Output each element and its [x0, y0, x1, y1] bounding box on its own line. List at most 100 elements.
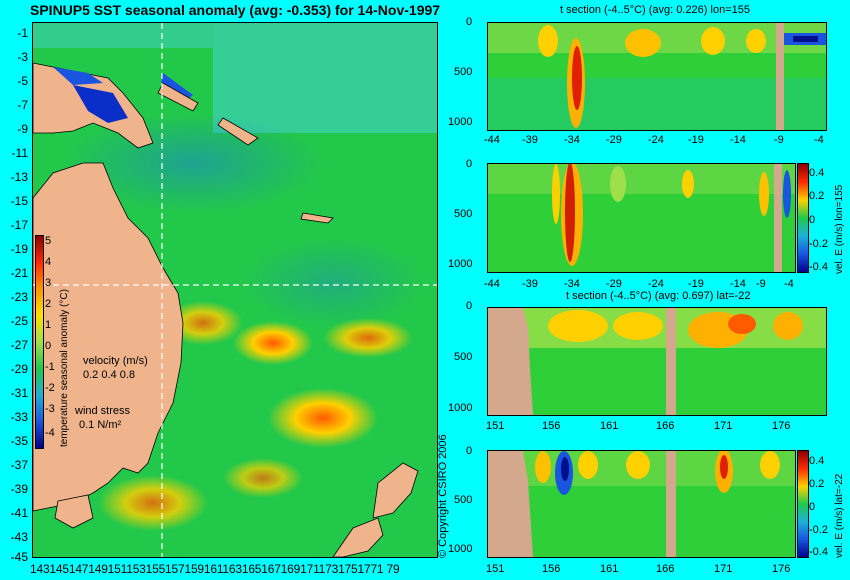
panel1-canvas: [488, 23, 826, 130]
lat-tick: -7: [17, 98, 28, 112]
cb-tick: 5: [45, 235, 52, 247]
cb-tick: -1: [45, 361, 55, 373]
p2-xtick: -44: [484, 278, 500, 290]
cb-tick: 1: [45, 319, 52, 331]
panel1-title: t section (-4..5°C) (avg: 0.226) lon=155: [560, 4, 750, 16]
p1-xtick: -19: [688, 134, 704, 146]
cb-tick: -3: [45, 403, 55, 415]
p4-cbtick: 0.2: [809, 478, 825, 490]
p4-ytick: 1000: [448, 543, 473, 555]
p2-xtick: -29: [606, 278, 622, 290]
lat-tick: -31: [10, 386, 28, 400]
cb-tick: -4: [45, 427, 55, 439]
p4-cbtick: -0.4: [809, 546, 828, 558]
p1-xtick: -4: [814, 134, 824, 146]
p3-ytick: 0: [466, 300, 473, 312]
cb-tick: 3: [45, 277, 52, 289]
p2-xtick: -19: [688, 278, 704, 290]
p4-xtick: 161: [600, 563, 619, 575]
p3-ytick: 500: [454, 351, 473, 363]
lat-tick: -9: [17, 122, 28, 136]
lat-tick: -17: [10, 218, 28, 232]
lat-tick: -15: [10, 194, 28, 208]
p2-cbtick: 0.2: [809, 190, 825, 202]
cb-tick: 0: [45, 340, 52, 352]
lat-tick: -39: [10, 482, 28, 496]
p4-cbtick: -0.2: [809, 524, 828, 536]
lat-tick: -45: [10, 550, 28, 564]
panel4-side-label: vel. E (m/s) lat=-22: [834, 473, 845, 558]
lat-tick-labels: -1 -3 -5 -7 -9 -11 -13 -15 -17 -19 -21 -…: [2, 22, 30, 564]
map-canvas: [33, 23, 437, 557]
panel2-side-label: vel. E (m/s) lon=155: [834, 184, 845, 274]
lat-tick: -21: [10, 266, 28, 280]
lat-tick: -33: [10, 410, 28, 424]
panel3-title: t section (-4..5°C) (avg: 0.697) lat=-22: [566, 290, 751, 302]
p3-ytick: 1000: [448, 402, 473, 414]
p4-ytick: 500: [454, 494, 473, 506]
panel2-canvas: [488, 164, 795, 272]
velocity-scale: 0.2 0.4 0.8: [83, 369, 135, 381]
p2-ytick: 1000: [448, 258, 473, 270]
lat-tick: -29: [10, 362, 28, 376]
p4-xtick: 171: [714, 563, 733, 575]
p1-xtick: -29: [606, 134, 622, 146]
cb-tick: -2: [45, 382, 55, 394]
p1-xtick: -9: [774, 134, 784, 146]
copyright: © Copyright CSIRO 2006: [437, 434, 449, 558]
p3-xtick: 166: [656, 420, 675, 432]
p4-cbtick: 0: [809, 501, 816, 513]
p2-xtick: -39: [522, 278, 538, 290]
lat-tick: -41: [10, 506, 28, 520]
p2-xtick: -9: [756, 278, 766, 290]
p1-ytick: 500: [454, 66, 473, 78]
panel4-plot: [487, 450, 796, 558]
p4-ytick: 0: [466, 445, 473, 457]
lat-tick: -43: [10, 530, 28, 544]
p2-ytick: 500: [454, 208, 473, 220]
p1-xtick: -24: [648, 134, 664, 146]
lat-tick: -5: [17, 74, 28, 88]
lat-tick: -35: [10, 434, 28, 448]
p2-cbtick: 0: [809, 214, 816, 226]
p1-ytick: 0: [466, 16, 473, 28]
lat-tick: -11: [11, 146, 28, 160]
lat-tick: -1: [17, 26, 28, 40]
wind-scale: 0.1 N/m²: [79, 419, 122, 431]
p4-xtick: 156: [542, 563, 561, 575]
p4-xtick: 176: [772, 563, 791, 575]
wind-label: wind stress: [75, 405, 131, 417]
p1-xtick: -14: [730, 134, 746, 146]
map-title: SPINUP5 SST seasonal anomaly (avg: -0.35…: [30, 2, 441, 18]
p1-xtick: -39: [522, 134, 538, 146]
p2-cbtick: -0.4: [809, 261, 828, 273]
lat-tick: -13: [10, 170, 28, 184]
p4-xtick: 166: [656, 563, 675, 575]
velocity-label: velocity (m/s): [83, 355, 148, 367]
cb-tick: 4: [45, 256, 52, 268]
lat-tick: -3: [17, 50, 28, 64]
lat-tick: -37: [10, 458, 28, 472]
map-colorbar: [35, 235, 44, 449]
p4-cbtick: 0.4: [809, 455, 825, 467]
p3-xtick: 161: [600, 420, 619, 432]
p2-xtick: -4: [784, 278, 794, 290]
lat-tick: -27: [10, 338, 28, 352]
panel4-colorbar: [797, 450, 809, 558]
panel1-plot: [487, 22, 827, 131]
p3-xtick: 151: [486, 420, 505, 432]
p2-cbtick: -0.2: [809, 238, 828, 250]
cb-tick: 2: [45, 298, 52, 310]
lat-tick: -23: [10, 290, 28, 304]
panel2-colorbar: [797, 163, 809, 273]
panel4-canvas: [488, 451, 795, 557]
panel3-plot: [487, 307, 827, 416]
p1-xtick: -44: [484, 134, 500, 146]
p3-xtick: 171: [714, 420, 733, 432]
sst-map: 5 4 3 2 1 0 -1 -2 -3 -4 temperature seas…: [32, 22, 438, 558]
p1-ytick: 1000: [448, 116, 473, 128]
p2-xtick: -14: [730, 278, 746, 290]
p2-xtick: -24: [648, 278, 664, 290]
p1-xtick: -34: [564, 134, 580, 146]
p4-xtick: 151: [486, 563, 505, 575]
